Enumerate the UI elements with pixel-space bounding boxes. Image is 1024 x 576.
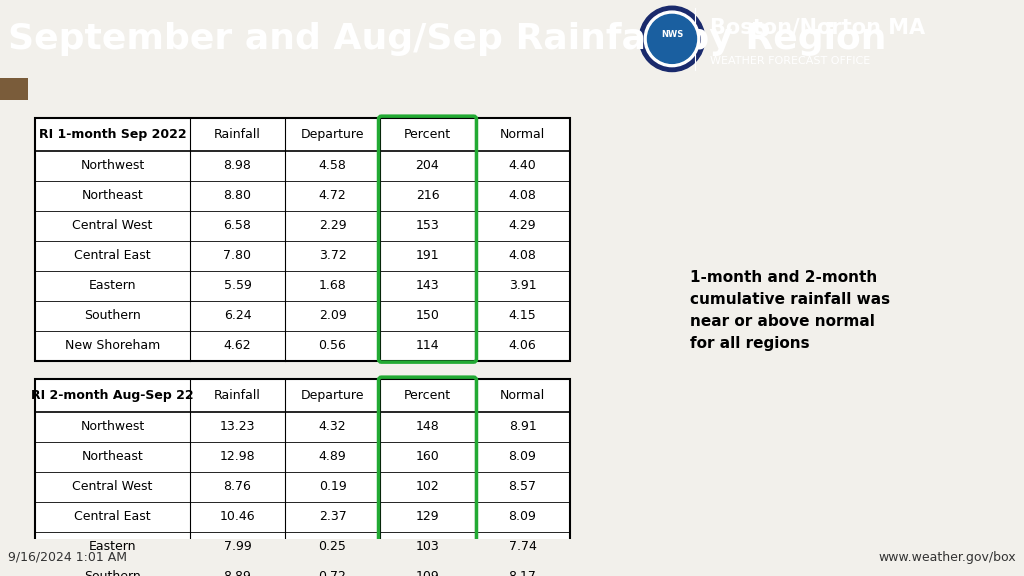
- Text: Northwest: Northwest: [80, 159, 144, 172]
- Text: Central East: Central East: [74, 510, 151, 523]
- Text: Percent: Percent: [403, 389, 451, 401]
- Text: 0.25: 0.25: [318, 540, 346, 553]
- Text: 0.19: 0.19: [318, 480, 346, 493]
- Text: 12.98: 12.98: [220, 450, 255, 463]
- Text: 4.15: 4.15: [509, 309, 537, 322]
- Text: 216: 216: [416, 189, 439, 202]
- Text: 4.29: 4.29: [509, 219, 537, 232]
- Text: Northwest: Northwest: [80, 420, 144, 433]
- Text: 204: 204: [416, 159, 439, 172]
- Text: Central West: Central West: [73, 219, 153, 232]
- Text: 4.72: 4.72: [318, 189, 346, 202]
- Text: 6.58: 6.58: [223, 219, 252, 232]
- Text: 160: 160: [416, 450, 439, 463]
- Text: 102: 102: [416, 480, 439, 493]
- Text: 4.08: 4.08: [509, 189, 537, 202]
- Text: 4.62: 4.62: [223, 339, 251, 352]
- Text: 1-month and 2-month
cumulative rainfall was
near or above normal
for all regions: 1-month and 2-month cumulative rainfall …: [690, 270, 890, 351]
- Text: 7.74: 7.74: [509, 540, 537, 553]
- Text: 129: 129: [416, 510, 439, 523]
- Text: RI 2-month Aug-Sep 22: RI 2-month Aug-Sep 22: [31, 389, 194, 401]
- Text: 4.40: 4.40: [509, 159, 537, 172]
- Text: NWS: NWS: [660, 31, 683, 39]
- Text: Southern: Southern: [84, 570, 141, 576]
- Text: Normal: Normal: [500, 389, 545, 401]
- Text: 3.72: 3.72: [318, 249, 346, 262]
- Text: Southern: Southern: [84, 309, 141, 322]
- Text: 0.56: 0.56: [318, 339, 346, 352]
- Text: Northeast: Northeast: [82, 450, 143, 463]
- Text: Eastern: Eastern: [89, 540, 136, 553]
- Text: 2.29: 2.29: [318, 219, 346, 232]
- Text: 5.59: 5.59: [223, 279, 252, 292]
- Text: 2.09: 2.09: [318, 309, 346, 322]
- Text: 8.17: 8.17: [509, 570, 537, 576]
- Text: Departure: Departure: [301, 389, 365, 401]
- Text: Rainfall: Rainfall: [214, 389, 261, 401]
- Text: Eastern: Eastern: [89, 279, 136, 292]
- Text: New Shoreham: New Shoreham: [65, 339, 160, 352]
- Text: September and Aug/Sep Rainfall by Region: September and Aug/Sep Rainfall by Region: [8, 22, 887, 56]
- Bar: [35, 378, 570, 576]
- Text: 114: 114: [416, 339, 439, 352]
- Text: 1.68: 1.68: [318, 279, 346, 292]
- Text: 13.23: 13.23: [220, 420, 255, 433]
- Text: 150: 150: [416, 309, 439, 322]
- Text: 8.09: 8.09: [509, 510, 537, 523]
- Text: 0.72: 0.72: [318, 570, 346, 576]
- Text: 8.80: 8.80: [223, 189, 252, 202]
- Text: 4.06: 4.06: [509, 339, 537, 352]
- Text: 7.99: 7.99: [223, 540, 251, 553]
- Text: 4.08: 4.08: [509, 249, 537, 262]
- Text: Central East: Central East: [74, 249, 151, 262]
- Circle shape: [644, 11, 699, 67]
- Text: 8.57: 8.57: [509, 480, 537, 493]
- Text: 148: 148: [416, 420, 439, 433]
- Text: 8.76: 8.76: [223, 480, 252, 493]
- Text: 8.98: 8.98: [223, 159, 252, 172]
- Text: 3.91: 3.91: [509, 279, 537, 292]
- Text: 4.58: 4.58: [318, 159, 346, 172]
- Text: 8.89: 8.89: [223, 570, 252, 576]
- Text: 9/16/2024 1:01 AM: 9/16/2024 1:01 AM: [8, 551, 127, 564]
- Text: Rainfall: Rainfall: [214, 128, 261, 141]
- Text: 103: 103: [416, 540, 439, 553]
- Text: Boston/Norton MA: Boston/Norton MA: [710, 17, 925, 37]
- Text: 153: 153: [416, 219, 439, 232]
- Text: 143: 143: [416, 279, 439, 292]
- Text: Departure: Departure: [301, 128, 365, 141]
- Text: 4.89: 4.89: [318, 450, 346, 463]
- Bar: [35, 118, 570, 361]
- Text: 8.09: 8.09: [509, 450, 537, 463]
- Text: 10.46: 10.46: [220, 510, 255, 523]
- Text: 4.32: 4.32: [318, 420, 346, 433]
- Circle shape: [647, 14, 696, 63]
- Text: Percent: Percent: [403, 128, 451, 141]
- Text: 6.24: 6.24: [223, 309, 251, 322]
- Text: RI 1-month Sep 2022: RI 1-month Sep 2022: [39, 128, 186, 141]
- Text: 7.80: 7.80: [223, 249, 252, 262]
- Text: Normal: Normal: [500, 128, 545, 141]
- Text: www.weather.gov/box: www.weather.gov/box: [879, 551, 1016, 564]
- Text: 109: 109: [416, 570, 439, 576]
- Bar: [0, 78, 28, 100]
- Text: 8.91: 8.91: [509, 420, 537, 433]
- Text: 191: 191: [416, 249, 439, 262]
- Circle shape: [639, 6, 705, 71]
- Text: 2.37: 2.37: [318, 510, 346, 523]
- Text: Northeast: Northeast: [82, 189, 143, 202]
- Text: WEATHER FORECAST OFFICE: WEATHER FORECAST OFFICE: [710, 56, 870, 66]
- Text: Central West: Central West: [73, 480, 153, 493]
